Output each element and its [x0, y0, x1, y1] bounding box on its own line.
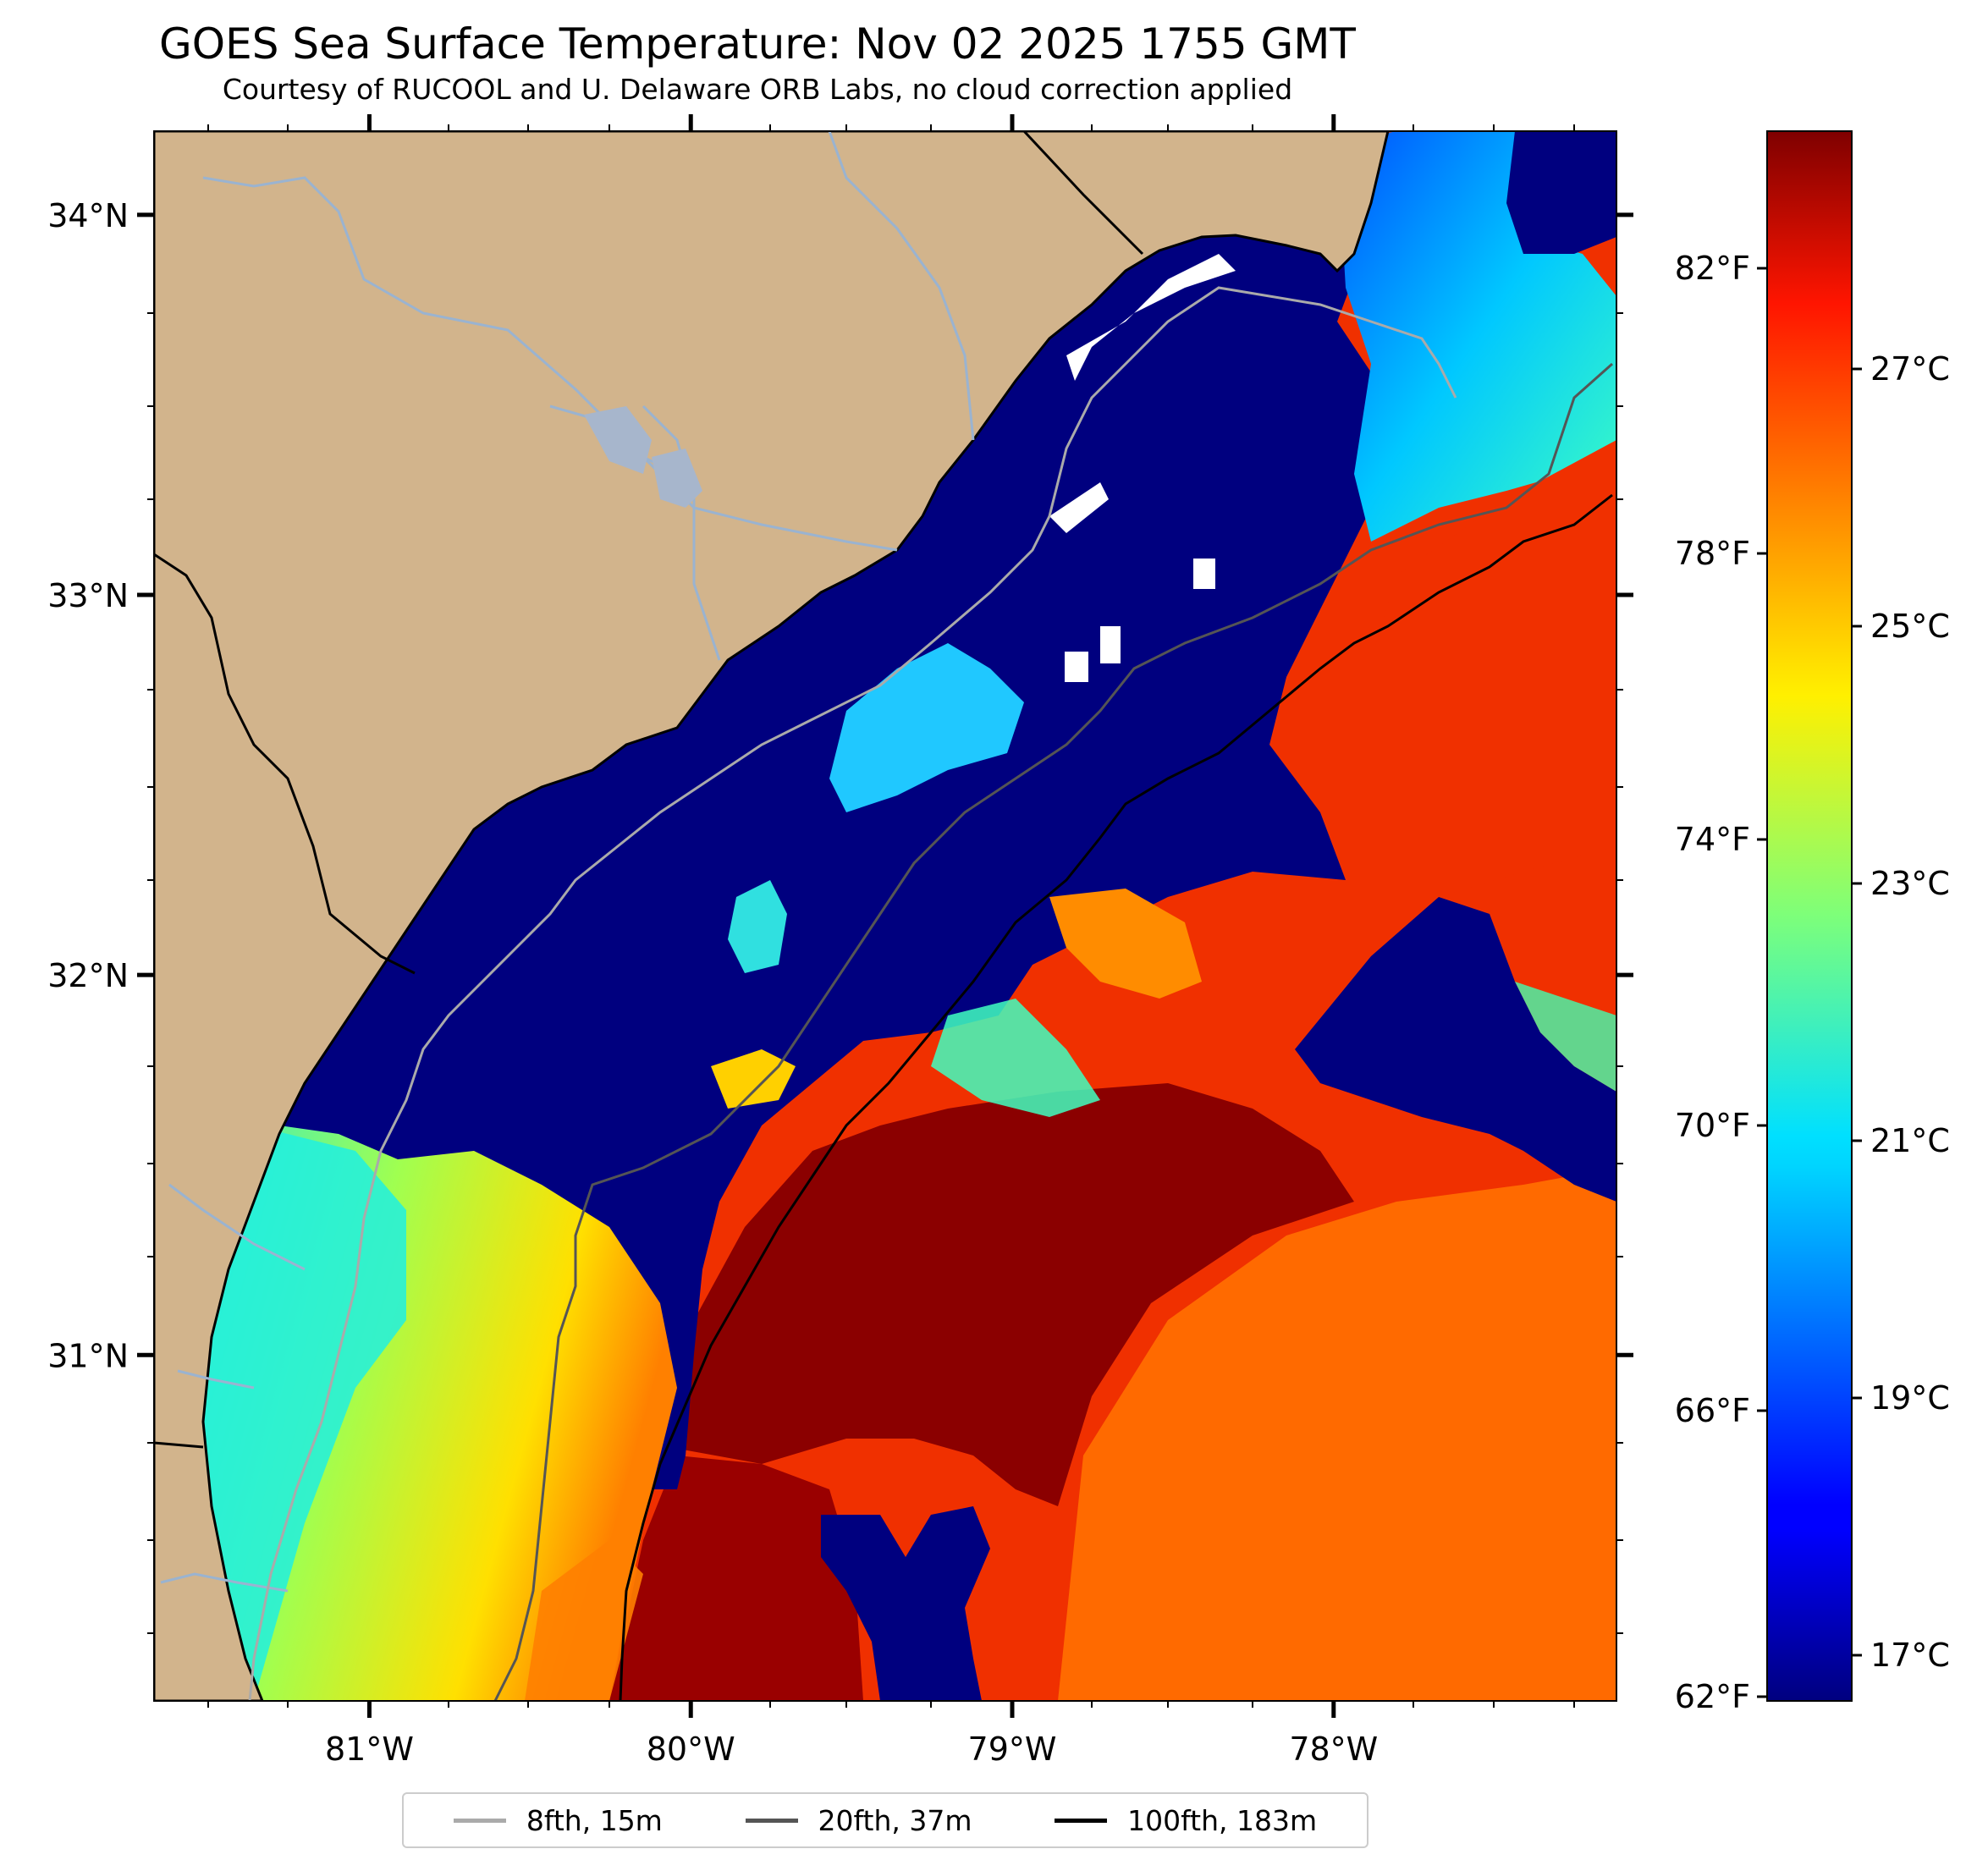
- warm-patch-shelf-edge: [711, 1049, 796, 1109]
- state-border-nc-sc: [1022, 131, 1144, 256]
- celsius-label: 21°C: [1870, 1122, 1950, 1159]
- rivers: [160, 131, 975, 1593]
- legend-line-swatch: [745, 1818, 798, 1823]
- minor-ticks: [147, 124, 1623, 1708]
- celsius-label: 19°C: [1870, 1379, 1950, 1417]
- isobath-100fth: [619, 493, 1613, 1701]
- fahrenheit-label: 78°F: [1675, 535, 1750, 572]
- land-mass: [154, 131, 1390, 1701]
- cloud-mask-patch-1: [1193, 559, 1215, 589]
- legend-item: 20fth, 37m: [745, 1803, 972, 1837]
- cloud-mask-nearshore: [1066, 254, 1236, 381]
- isobath-legend: 8fth, 15m 20fth, 37m 100fth, 183m: [402, 1792, 1368, 1848]
- lat-label: 31°N: [47, 1337, 129, 1374]
- cold-water-northeast: [1337, 131, 1616, 542]
- colorbar-gradient: [1766, 130, 1853, 1702]
- frontal-cyan-patch: [931, 999, 1100, 1117]
- reservoir-lake: [584, 406, 652, 474]
- isobath-20fth: [493, 362, 1613, 1701]
- fahrenheit-label: 66°F: [1675, 1392, 1750, 1429]
- warm-strip-south: [525, 1540, 643, 1701]
- legend-line-swatch: [1055, 1818, 1108, 1823]
- cold-eddy-south: [821, 1506, 990, 1701]
- map-title: GOES Sea Surface Temperature: Nov 02 202…: [159, 19, 1356, 69]
- latitude-labels: 34°N 33°N 32°N 31°N: [47, 197, 129, 1374]
- fahrenheit-label: 70°F: [1675, 1107, 1750, 1144]
- cold-eddy-east: [1295, 897, 1616, 1202]
- reservoir-lake-2: [652, 448, 702, 508]
- legend-line-swatch: [453, 1818, 506, 1823]
- fahrenheit-ticks: 82°F 78°F 74°F 70°F 66°F 62°F: [1675, 250, 1767, 1715]
- navy-patch-northeast: [1506, 131, 1616, 254]
- lat-label: 32°N: [47, 957, 129, 994]
- warm-water-northeast: [1320, 440, 1616, 897]
- gulf-stream-tongue: [609, 1456, 863, 1701]
- legend-label: 8fth, 15m: [526, 1803, 663, 1837]
- map-axis-ticks: [137, 114, 1633, 1718]
- map-frame: [153, 130, 1617, 1702]
- gulf-stream-core: [669, 1083, 1354, 1506]
- legend-item: 8fth, 15m: [453, 1803, 663, 1837]
- temperature-colorbar: 82°F 78°F 74°F 70°F 66°F 62°F 27°C 25°C 23°C 21°…: [1675, 130, 1950, 1715]
- lon-label: 80°W: [647, 1731, 735, 1768]
- isobath-8fth: [248, 286, 1457, 1701]
- lon-label: 81°W: [325, 1731, 414, 1768]
- frontal-warm-patch: [1049, 889, 1202, 999]
- fahrenheit-label: 82°F: [1675, 250, 1750, 287]
- celsius-label: 25°C: [1870, 608, 1950, 645]
- cool-patch-lower-shelf: [728, 880, 787, 973]
- celsius-label: 17°C: [1870, 1637, 1950, 1674]
- state-border: [154, 553, 416, 975]
- celsius-label: 27°C: [1870, 350, 1950, 388]
- sst-map: [154, 131, 1616, 1701]
- lat-label: 33°N: [47, 577, 129, 614]
- legend-item: 100fth, 183m: [1055, 1804, 1317, 1837]
- lat-label: 34°N: [47, 197, 129, 234]
- eddy-east-fringe: [1515, 982, 1616, 1092]
- celsius-label: 23°C: [1870, 865, 1950, 902]
- state-border-ga-fl: [154, 1441, 204, 1449]
- cloud-mask-patch-4: [1049, 482, 1109, 533]
- longitude-labels: 81°W 80°W 79°W 78°W: [325, 1731, 1378, 1768]
- lon-label: 78°W: [1289, 1731, 1378, 1768]
- celsius-ticks: 27°C 25°C 23°C 21°C 19°C 17°C: [1852, 350, 1950, 1674]
- map-subtitle: Courtesy of RUCOOL and U. Delaware ORB L…: [222, 73, 1293, 106]
- cloud-mask-patch-3: [1100, 626, 1121, 663]
- fahrenheit-label: 74°F: [1675, 821, 1750, 858]
- legend-label: 20fth, 37m: [818, 1803, 972, 1837]
- ocean-orange-region: [1058, 1168, 1616, 1701]
- legend-label: 100fth, 183m: [1127, 1803, 1318, 1837]
- lon-label: 79°W: [968, 1731, 1057, 1768]
- fahrenheit-label: 62°F: [1675, 1678, 1750, 1715]
- cloud-mask-patch-2: [1065, 652, 1088, 682]
